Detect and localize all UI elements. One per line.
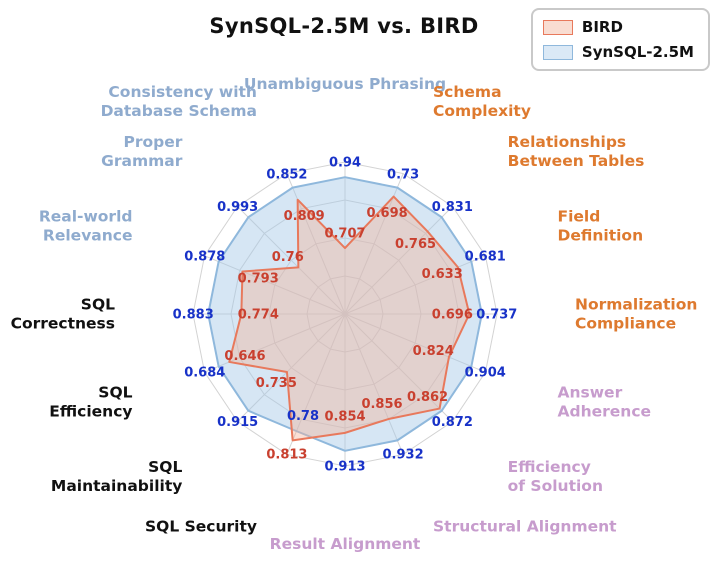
axis-label: Efficiency of Solution: [508, 458, 603, 495]
value-label-synsql: 0.94: [329, 156, 361, 171]
value-label-bird: 0.765: [395, 237, 436, 252]
axis-label: SQL Security: [145, 517, 257, 535]
chart-title: SynSQL-2.5M vs. BIRD: [209, 14, 479, 38]
legend-item-synsql: SynSQL-2.5M: [542, 43, 694, 61]
axis-label: Schema Complexity: [433, 83, 531, 120]
value-label-bird: 0.813: [266, 448, 307, 463]
axis-label: SQL Maintainability: [51, 458, 183, 495]
value-label-synsql: 0.883: [173, 308, 214, 323]
axis-label: Proper Grammar: [101, 133, 183, 170]
value-label-bird: 0.707: [324, 227, 365, 242]
synsql-polygon: [207, 176, 483, 452]
bird-swatch-icon: [542, 19, 573, 35]
legend-label-bird: BIRD: [581, 18, 623, 36]
value-label-bird: 0.698: [367, 206, 408, 221]
value-label-synsql: 0.913: [324, 459, 365, 474]
value-label-bird: 0.646: [224, 349, 265, 364]
axis-label: Consistency with Database Schema: [101, 83, 257, 120]
value-label-synsql: 0.737: [476, 308, 517, 323]
legend-item-bird: BIRD: [542, 18, 694, 36]
axis-label: Field Definition: [557, 207, 643, 244]
value-label-bird: 0.793: [238, 272, 279, 287]
value-label-synsql: 0.872: [432, 415, 473, 430]
value-label-bird: 0.854: [324, 409, 365, 424]
value-label-synsql: 0.993: [217, 200, 258, 215]
axis-label: Relationships Between Tables: [508, 133, 645, 170]
legend-label-synsql: SynSQL-2.5M: [581, 43, 694, 61]
synsql-swatch-icon: [542, 44, 573, 60]
axis-label: SQL Correctness: [11, 296, 116, 333]
axis-label: Unambiguous Phrasing: [244, 75, 446, 93]
value-label-bird: 0.824: [413, 344, 454, 359]
value-label-bird: 0.856: [361, 397, 402, 412]
grid: [192, 161, 498, 467]
value-label-synsql: 0.681: [465, 249, 506, 264]
value-label-bird: 0.809: [284, 209, 325, 224]
axis-label: SQL Efficiency: [49, 384, 132, 421]
axis-label: Normalization Compliance: [575, 296, 697, 333]
value-label-bird: 0.735: [256, 376, 297, 391]
value-label-synsql: 0.932: [383, 448, 424, 463]
value-label-synsql: 0.915: [217, 415, 258, 430]
axis-label: Result Alignment: [270, 535, 421, 553]
value-label-bird: 0.862: [407, 390, 448, 405]
axis-label: Real-world Relevance: [39, 207, 133, 244]
value-label-bird: 0.76: [272, 250, 304, 265]
value-label-synsql: 0.73: [387, 167, 419, 182]
bird-polygon: [228, 195, 471, 442]
value-label-bird: 0.633: [422, 267, 463, 282]
axis-label: Structural Alignment: [433, 517, 617, 535]
value-label-bird: 0.774: [238, 308, 279, 323]
axis-label: Answer Adherence: [557, 384, 651, 421]
value-label-synsql: 0.684: [184, 366, 225, 381]
value-label-bird: 0.696: [432, 308, 473, 323]
value-label-synsql: 0.852: [266, 167, 307, 182]
value-label-synsql: 0.904: [465, 366, 506, 381]
legend: BIRD SynSQL-2.5M: [530, 8, 710, 71]
value-label-synsql: 0.78: [287, 409, 319, 424]
value-label-synsql: 0.878: [184, 249, 225, 264]
value-label-synsql: 0.831: [432, 200, 473, 215]
